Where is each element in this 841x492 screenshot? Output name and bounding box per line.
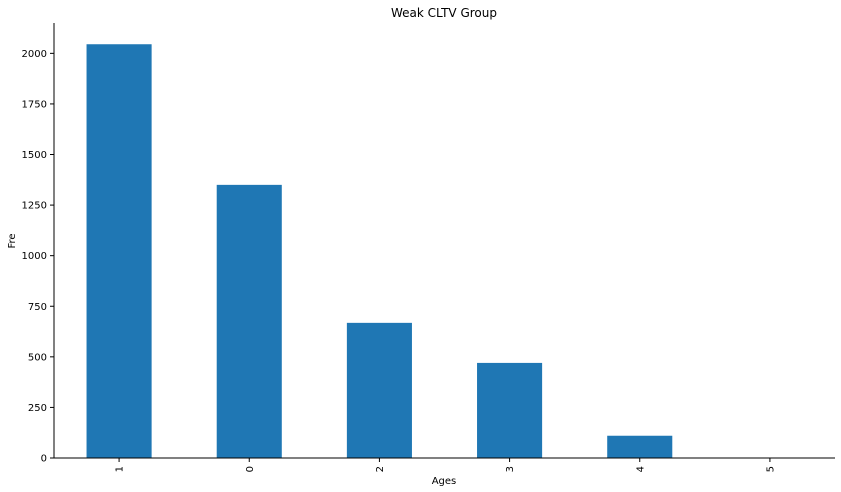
bar-0 <box>216 184 282 459</box>
x-axis-label: Ages <box>432 476 457 487</box>
x-tick-label: 0 <box>245 466 256 472</box>
x-tick-label: 1 <box>115 466 126 472</box>
y-tick-label: 1500 <box>22 150 47 161</box>
bar-3 <box>477 362 543 458</box>
bar-4 <box>607 435 673 458</box>
chart-title: Weak CLTV Group <box>391 6 497 20</box>
y-tick-label: 500 <box>28 352 47 363</box>
bar-1 <box>86 44 152 459</box>
y-axis-label: Fre <box>7 233 18 248</box>
y-tick-label: 2000 <box>22 49 47 60</box>
y-axis-ticks: 0 250 500 750 1000 1250 1500 1750 2000 <box>22 49 54 465</box>
y-tick-label: 1000 <box>22 251 47 262</box>
y-tick-label: 1250 <box>22 201 47 212</box>
y-tick-label: 750 <box>28 302 47 313</box>
x-tick-label: 4 <box>635 466 646 472</box>
y-tick-label: 1750 <box>22 99 47 110</box>
bar-2 <box>346 322 412 458</box>
x-tick-label: 2 <box>375 466 386 472</box>
x-tick-label: 3 <box>505 466 516 472</box>
y-tick-label: 0 <box>41 454 47 465</box>
y-tick-label: 250 <box>28 403 47 414</box>
bars-group <box>86 44 803 459</box>
x-axis-ticks: 1 0 2 3 4 5 <box>115 458 776 472</box>
x-tick-label: 5 <box>765 466 776 472</box>
